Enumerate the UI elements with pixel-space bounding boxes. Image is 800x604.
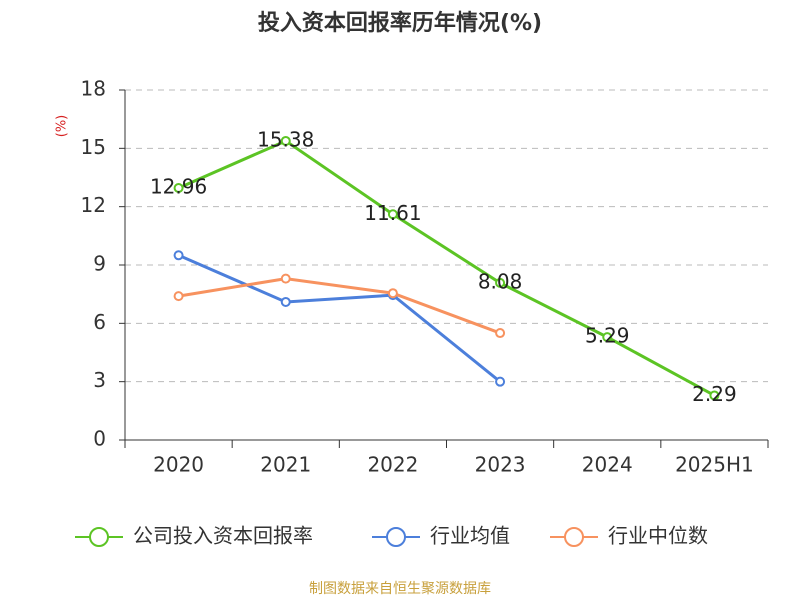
legend-label: 公司投入资本回报率 — [133, 524, 313, 548]
data-label: 5.29 — [585, 324, 630, 348]
series-line — [178, 277, 501, 335]
y-tick-label: 18 — [81, 77, 106, 101]
data-label: 11.61 — [364, 201, 421, 225]
y-axis-label: (%) — [55, 115, 70, 138]
legend-marker — [386, 527, 406, 547]
data-label: 15.38 — [257, 127, 314, 151]
point — [280, 135, 291, 146]
data-label: 8.08 — [478, 269, 523, 293]
point — [602, 332, 613, 343]
point — [495, 376, 506, 387]
legend-label: 行业均值 — [430, 524, 510, 548]
legend-marker — [89, 527, 109, 547]
x-tick-label: 2020 — [153, 453, 204, 477]
chart-title: 投入资本回报率历年情况(%) — [258, 10, 542, 36]
x-tick-label: 2024 — [582, 453, 633, 477]
y-tick-label: 9 — [93, 252, 106, 276]
y-tick-label: 3 — [93, 368, 106, 392]
point — [173, 291, 184, 302]
series-line — [177, 139, 716, 397]
data-label: 12.96 — [150, 175, 207, 199]
y-tick-label: 0 — [93, 427, 106, 451]
data-label: 2.29 — [692, 382, 737, 406]
point — [495, 277, 506, 288]
source-note: 制图数据来自恒生聚源数据库 — [309, 581, 491, 597]
x-tick-label: 2025H1 — [675, 453, 754, 477]
y-tick-label: 15 — [81, 135, 106, 159]
x-tick-label: 2021 — [260, 453, 311, 477]
y-tick-label: 12 — [81, 193, 106, 217]
point — [709, 390, 720, 401]
series-line — [177, 253, 502, 383]
point — [387, 209, 398, 220]
point — [173, 250, 184, 261]
point — [280, 273, 291, 284]
legend-marker — [564, 527, 584, 547]
y-tick-label: 6 — [93, 310, 106, 334]
x-tick-label: 2022 — [367, 453, 418, 477]
legend-label: 行业中位数 — [608, 524, 708, 548]
x-tick-label: 2023 — [475, 453, 526, 477]
point — [387, 288, 398, 299]
point — [495, 328, 506, 339]
point — [280, 296, 291, 307]
point — [173, 183, 184, 193]
